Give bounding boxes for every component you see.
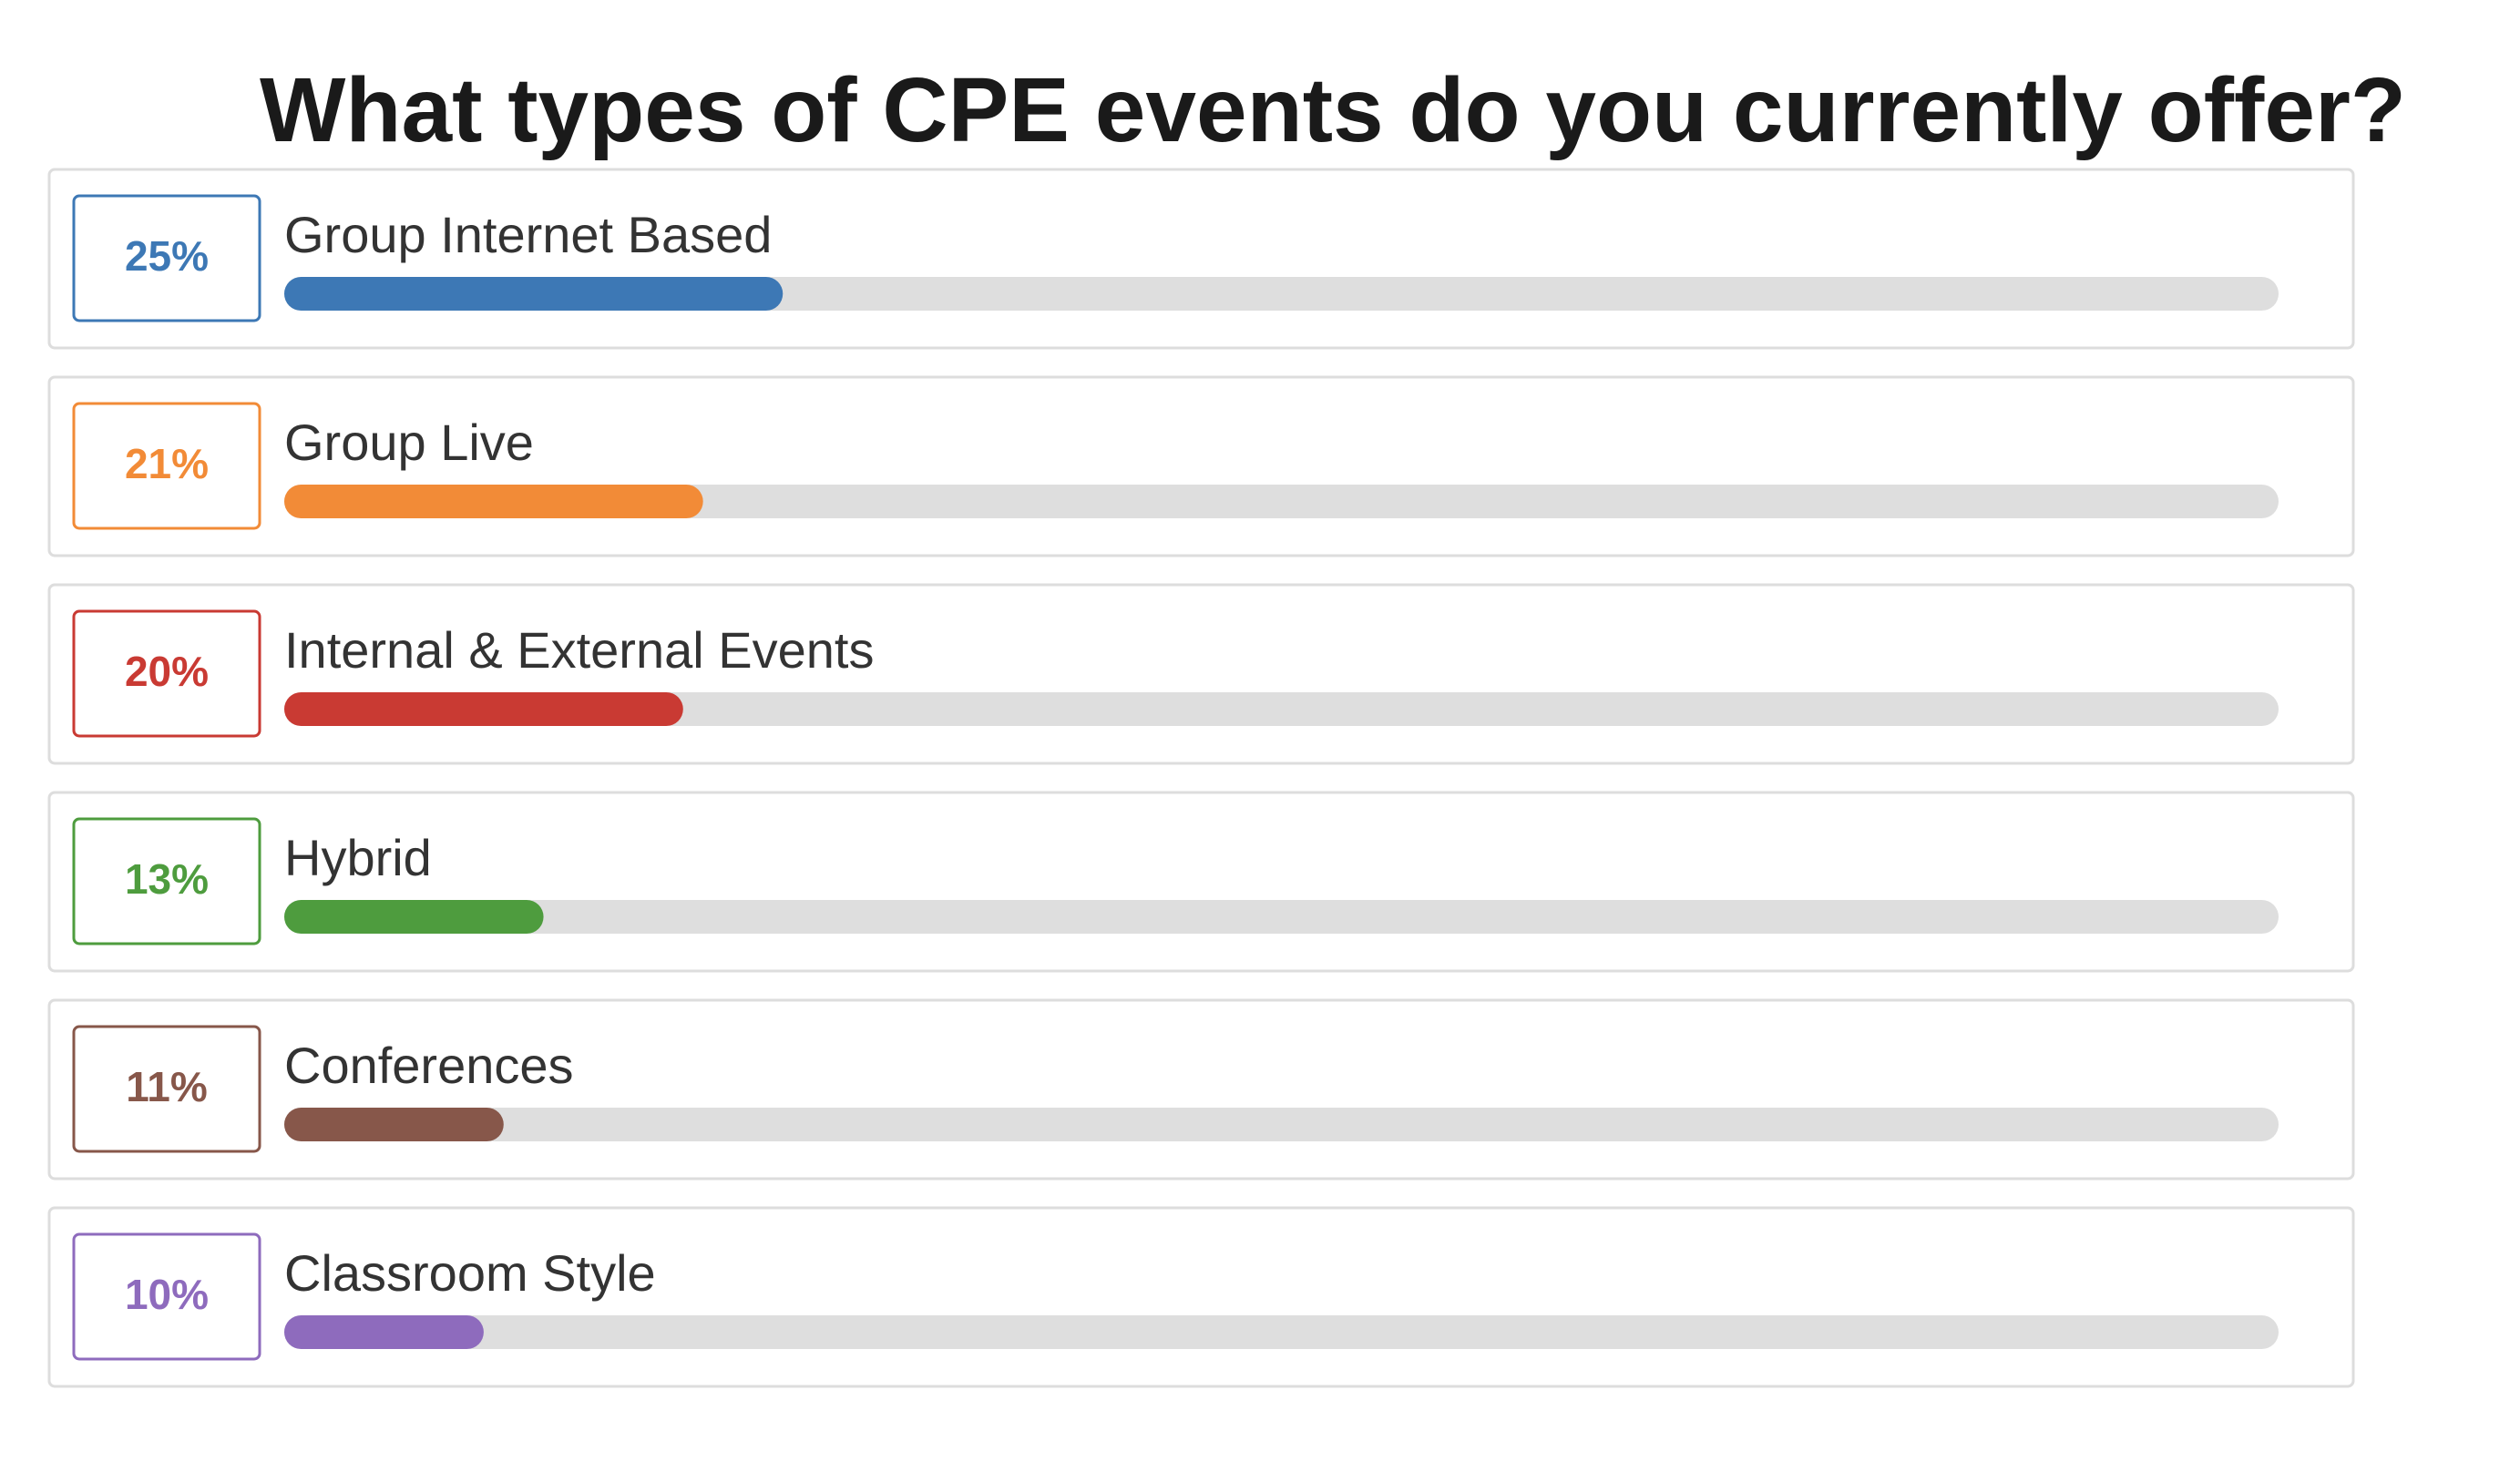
category-label: Group Live <box>284 414 534 471</box>
track <box>284 692 2279 726</box>
bar <box>284 1108 504 1141</box>
chart-title: What types of CPE events do you currentl… <box>260 59 2406 161</box>
value-label: 21% <box>125 440 209 487</box>
badge <box>72 1025 261 1153</box>
value-label: 20% <box>125 648 209 695</box>
category-label: Classroom Style <box>284 1244 656 1302</box>
track <box>284 277 2279 311</box>
badge <box>72 402 261 530</box>
value-label: 10% <box>125 1271 209 1318</box>
bar <box>284 1315 484 1349</box>
bar <box>284 277 784 311</box>
track <box>284 1315 2279 1349</box>
value-label: 13% <box>125 855 209 903</box>
value-label: 11% <box>126 1063 208 1110</box>
category-label: Hybrid <box>284 829 432 886</box>
category-label: Group Internet Based <box>284 206 772 263</box>
track <box>284 1108 2279 1141</box>
value-label: 25% <box>125 232 209 280</box>
bar <box>284 485 703 518</box>
badge <box>72 609 261 738</box>
bar <box>284 692 683 726</box>
badge <box>72 817 261 946</box>
category-label: Internal & External Events <box>284 621 874 679</box>
badge <box>72 194 261 322</box>
badge <box>72 1232 261 1361</box>
track <box>284 900 2279 934</box>
category-label: Conferences <box>284 1037 574 1094</box>
bar <box>284 900 544 934</box>
track <box>284 485 2279 518</box>
